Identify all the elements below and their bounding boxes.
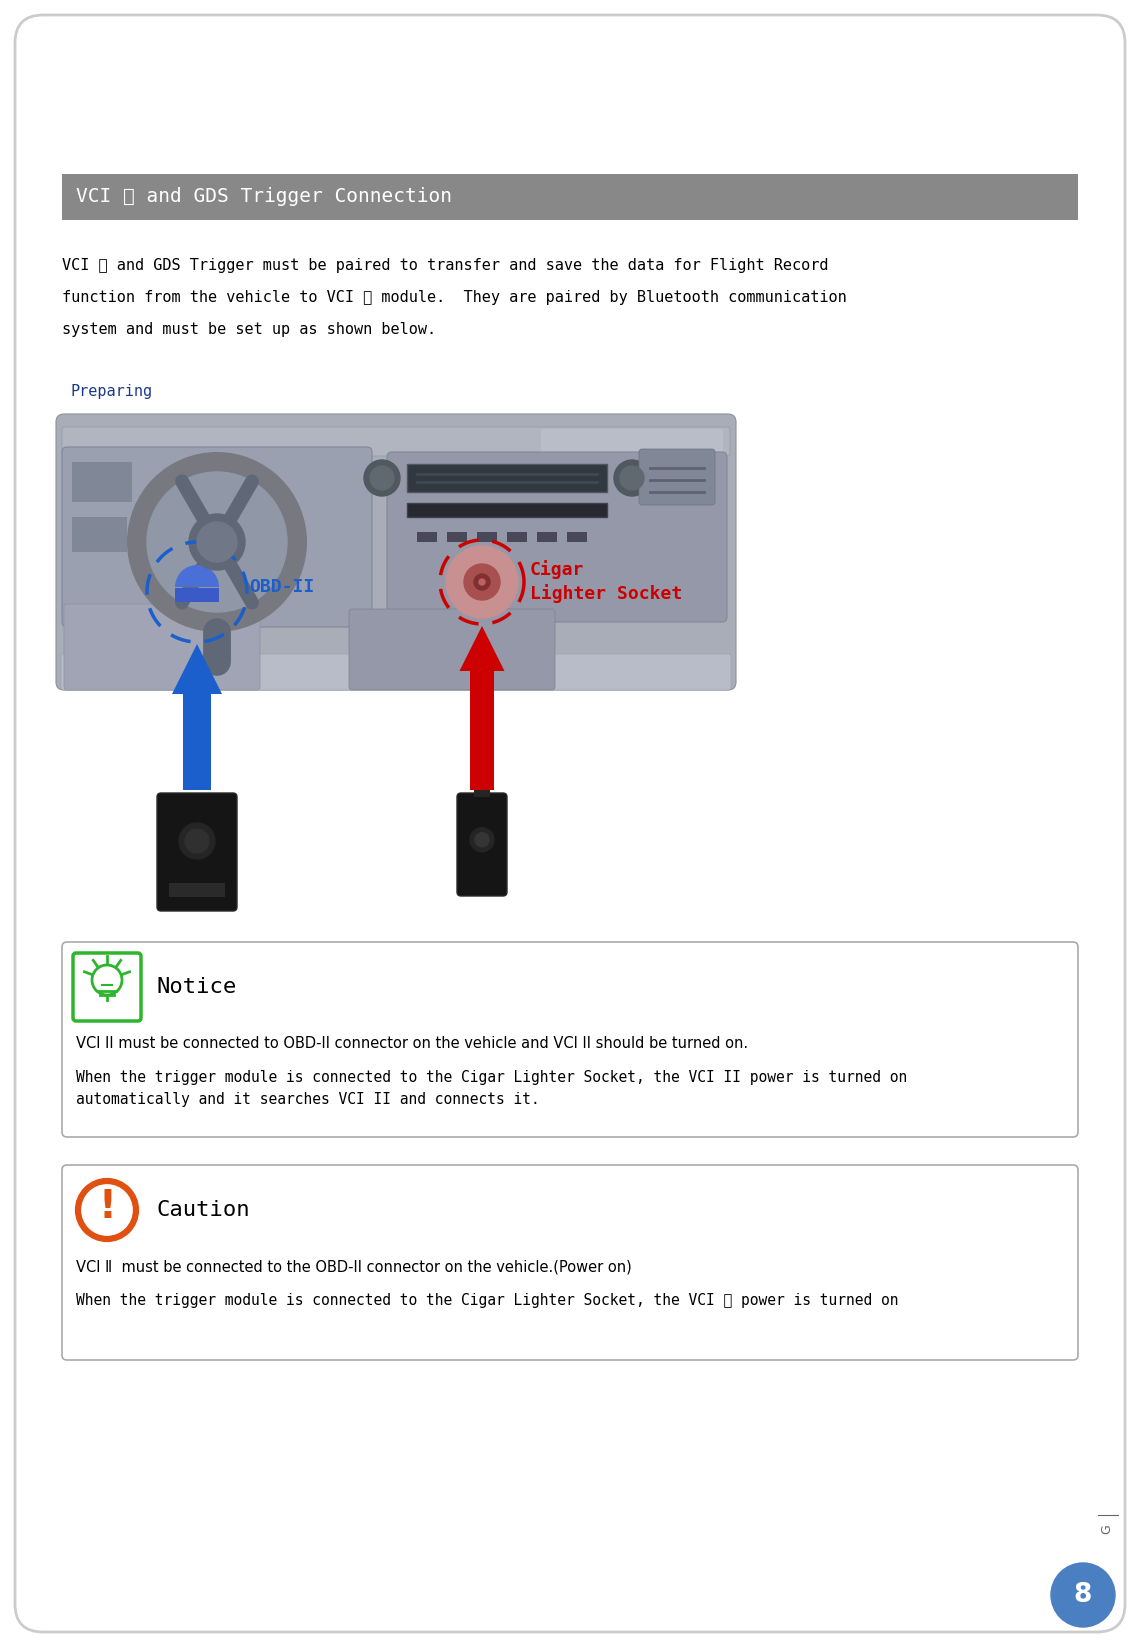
FancyBboxPatch shape bbox=[64, 604, 260, 690]
Bar bbox=[567, 532, 587, 542]
Text: VCI Ⅱ and GDS Trigger Connection: VCI Ⅱ and GDS Trigger Connection bbox=[76, 188, 451, 206]
Bar bbox=[176, 588, 219, 603]
Circle shape bbox=[147, 473, 287, 613]
Circle shape bbox=[446, 547, 518, 618]
Circle shape bbox=[127, 451, 307, 632]
FancyBboxPatch shape bbox=[349, 609, 555, 690]
Circle shape bbox=[189, 514, 245, 570]
FancyBboxPatch shape bbox=[62, 427, 730, 456]
Circle shape bbox=[370, 466, 394, 491]
Bar bbox=[447, 532, 467, 542]
FancyBboxPatch shape bbox=[640, 450, 715, 506]
Wedge shape bbox=[176, 565, 219, 586]
Text: 8: 8 bbox=[1074, 1583, 1092, 1607]
Text: system and must be set up as shown below.: system and must be set up as shown below… bbox=[62, 323, 437, 338]
FancyBboxPatch shape bbox=[62, 942, 1078, 1136]
Circle shape bbox=[475, 833, 489, 847]
FancyBboxPatch shape bbox=[62, 428, 730, 455]
FancyBboxPatch shape bbox=[56, 413, 736, 690]
Circle shape bbox=[470, 828, 494, 851]
Text: Caution: Caution bbox=[156, 1201, 250, 1220]
Circle shape bbox=[1051, 1563, 1115, 1627]
Text: VCI Ⅱ and GDS Trigger must be paired to transfer and save the data for Flight Re: VCI Ⅱ and GDS Trigger must be paired to … bbox=[62, 259, 829, 273]
Circle shape bbox=[620, 466, 644, 491]
Text: Preparing: Preparing bbox=[70, 384, 152, 399]
Text: Notice: Notice bbox=[156, 977, 236, 996]
Text: Cigar: Cigar bbox=[530, 560, 585, 580]
Bar bbox=[72, 463, 132, 502]
Circle shape bbox=[179, 824, 215, 860]
FancyBboxPatch shape bbox=[457, 792, 507, 896]
Circle shape bbox=[479, 580, 484, 585]
Text: OBD-II: OBD-II bbox=[249, 578, 315, 596]
Text: Lighter Socket: Lighter Socket bbox=[530, 585, 682, 603]
Bar bbox=[72, 517, 127, 552]
Text: VCI II must be connected to OBD-II connector on the vehicle and VCI II should be: VCI II must be connected to OBD-II conne… bbox=[76, 1036, 748, 1051]
FancyBboxPatch shape bbox=[542, 428, 723, 453]
FancyArrow shape bbox=[172, 644, 222, 791]
FancyBboxPatch shape bbox=[62, 1164, 1078, 1360]
Bar bbox=[169, 883, 225, 898]
Circle shape bbox=[364, 460, 400, 496]
Bar bbox=[537, 532, 557, 542]
FancyBboxPatch shape bbox=[73, 954, 141, 1021]
Circle shape bbox=[474, 575, 490, 590]
Text: When the trigger module is connected to the Cigar Lighter Socket, the VCI II pow: When the trigger module is connected to … bbox=[76, 1071, 907, 1085]
Text: !: ! bbox=[98, 1187, 116, 1225]
Bar bbox=[407, 464, 606, 492]
Text: automatically and it searches VCI II and connects it.: automatically and it searches VCI II and… bbox=[76, 1092, 539, 1107]
FancyBboxPatch shape bbox=[62, 446, 372, 628]
Circle shape bbox=[197, 522, 237, 562]
Bar bbox=[477, 532, 497, 542]
Bar bbox=[417, 532, 437, 542]
Bar bbox=[507, 532, 527, 542]
Circle shape bbox=[185, 828, 209, 853]
Bar bbox=[62, 402, 730, 782]
Bar bbox=[62, 175, 1078, 221]
Text: When the trigger module is connected to the Cigar Lighter Socket, the VCI Ⅱ powe: When the trigger module is connected to … bbox=[76, 1293, 898, 1308]
FancyBboxPatch shape bbox=[62, 654, 731, 690]
Bar bbox=[474, 786, 490, 797]
Circle shape bbox=[614, 460, 650, 496]
FancyArrow shape bbox=[459, 626, 505, 791]
FancyBboxPatch shape bbox=[386, 451, 727, 623]
Bar bbox=[407, 502, 606, 517]
Text: function from the vehicle to VCI Ⅱ module.  They are paired by Bluetooth communi: function from the vehicle to VCI Ⅱ modul… bbox=[62, 290, 847, 305]
FancyBboxPatch shape bbox=[157, 792, 237, 911]
FancyBboxPatch shape bbox=[15, 15, 1125, 1632]
Text: VCI Ⅱ  must be connected to the OBD-II connector on the vehicle.(Power on): VCI Ⅱ must be connected to the OBD-II co… bbox=[76, 1258, 632, 1275]
Text: G: G bbox=[1100, 1523, 1114, 1533]
Circle shape bbox=[464, 563, 500, 600]
